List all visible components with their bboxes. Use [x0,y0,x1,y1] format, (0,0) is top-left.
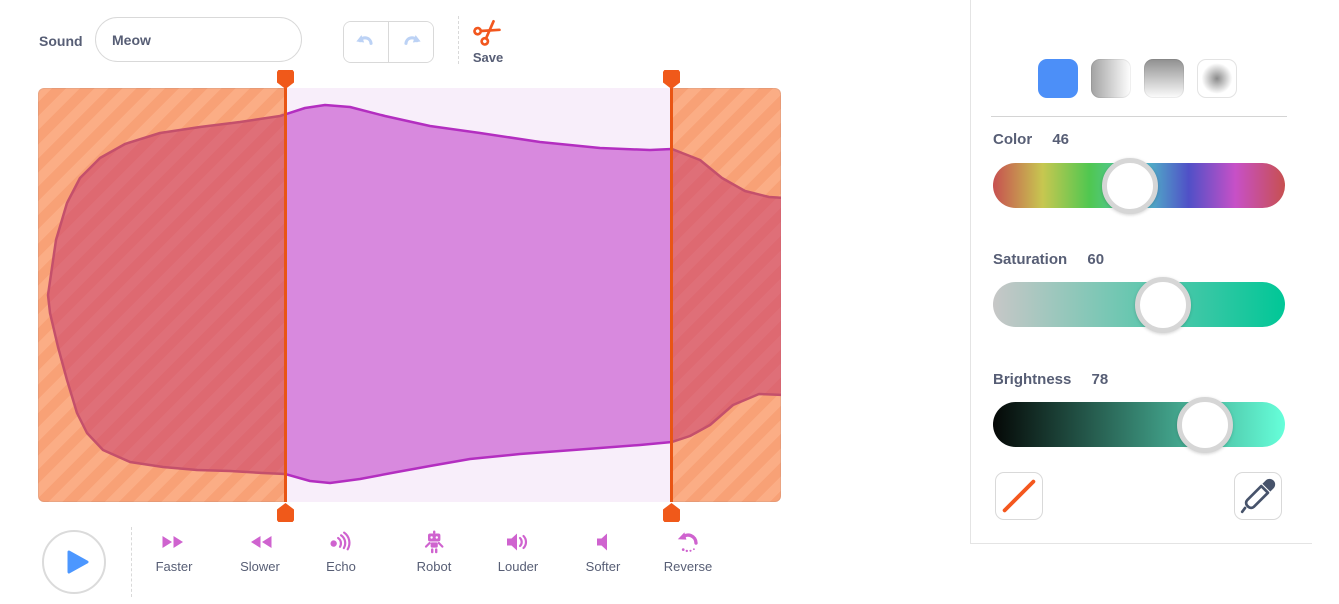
panel-divider-bottom [970,543,1312,544]
sound-name-input[interactable] [95,17,302,62]
scissors-icon [473,19,501,46]
effect-louder-label: Louder [497,559,539,574]
trim-end-top-handle[interactable] [663,70,680,89]
trim-start-line[interactable] [284,88,287,502]
color-slider-value: 46 [1052,131,1070,148]
effect-robot-label: Robot [416,559,452,574]
robot-icon [424,530,444,554]
effect-echo-button[interactable]: Echo [308,529,374,574]
fill-style-vertical-gradient-button[interactable] [1144,59,1184,98]
save-button[interactable]: Save [463,17,513,65]
sound-name-label: Sound [39,33,83,49]
brightness-slider-label-row: Brightness 78 [993,371,1108,388]
fast-forward-icon [162,536,183,548]
rewind-icon [251,536,272,548]
trim-end-bottom-handle[interactable] [663,503,680,522]
fill-style-radial-gradient-button[interactable] [1197,59,1237,98]
trim-end-line[interactable] [670,88,673,502]
speaker-loud-icon [507,533,528,551]
effect-echo-label: Echo [326,559,356,574]
panel-divider-vertical [970,0,971,543]
effect-faster-button[interactable]: Faster [141,529,207,574]
effect-louder-button[interactable]: Louder [485,529,551,574]
effect-softer-label: Softer [585,559,621,574]
save-button-label: Save [472,50,504,65]
play-triangle-icon [67,550,88,574]
undo-button[interactable] [344,22,389,62]
circular-arrow-icon [677,532,698,553]
effect-faster-label: Faster [155,559,193,574]
color-slider-thumb[interactable] [1101,157,1158,214]
eyedropper-icon [1240,478,1276,514]
undo-arrow-icon [356,35,373,45]
waveform-canvas[interactable] [38,88,781,502]
effect-slower-button[interactable]: Slower [227,529,293,574]
waveform-envelope [46,103,781,485]
redo-button[interactable] [389,22,433,62]
saturation-slider-value: 60 [1087,251,1105,268]
effect-softer-button[interactable]: Softer [570,529,636,574]
effect-reverse-label: Reverse [663,559,713,574]
color-slider-label-row: Color 46 [993,131,1069,148]
saturation-slider-label-row: Saturation 60 [993,251,1104,268]
saturation-slider-track[interactable] [993,276,1285,333]
brightness-slider-track[interactable] [993,396,1285,453]
fill-style-horizontal-gradient-button[interactable] [1091,59,1131,98]
sound-waves-icon [330,531,351,551]
play-button[interactable] [42,530,106,594]
brightness-slider-thumb[interactable] [1177,396,1234,453]
redo-arrow-icon [404,35,421,45]
fill-style-solid-button[interactable] [1038,59,1078,98]
undo-redo-group [343,21,434,63]
color-slider-track[interactable] [993,157,1285,214]
brightness-slider-value: 78 [1091,371,1109,388]
trim-start-bottom-handle[interactable] [277,503,294,522]
no-fill-diagonal-icon [1002,479,1036,513]
eyedropper-button[interactable] [1234,472,1282,520]
brightness-slider-label: Brightness [993,371,1072,388]
effect-slower-label: Slower [240,559,280,574]
color-slider-label: Color [993,131,1033,148]
no-fill-button[interactable] [995,472,1043,520]
speaker-icon [597,533,607,551]
saturation-slider-label: Saturation [993,251,1068,268]
effects-divider [131,527,132,597]
effect-reverse-button[interactable]: Reverse [655,529,721,574]
trim-start-top-handle[interactable] [277,70,294,89]
effect-robot-button[interactable]: Robot [401,529,467,574]
panel-divider-under-swatches [991,116,1287,117]
saturation-slider-thumb[interactable] [1134,276,1191,333]
toolbar-divider [458,16,459,64]
